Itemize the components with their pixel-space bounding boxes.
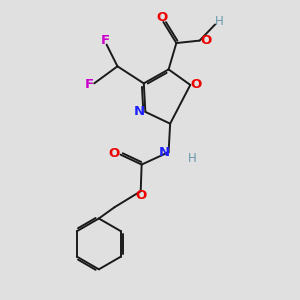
Text: O: O <box>190 78 202 92</box>
Text: O: O <box>136 189 147 203</box>
Text: N: N <box>134 105 145 119</box>
Text: O: O <box>156 11 167 25</box>
Text: H: H <box>215 15 224 28</box>
Text: F: F <box>100 34 109 47</box>
Text: O: O <box>109 147 120 160</box>
Text: O: O <box>200 34 212 47</box>
Text: N: N <box>158 146 169 159</box>
Text: H: H <box>188 152 196 165</box>
Text: F: F <box>85 78 94 92</box>
